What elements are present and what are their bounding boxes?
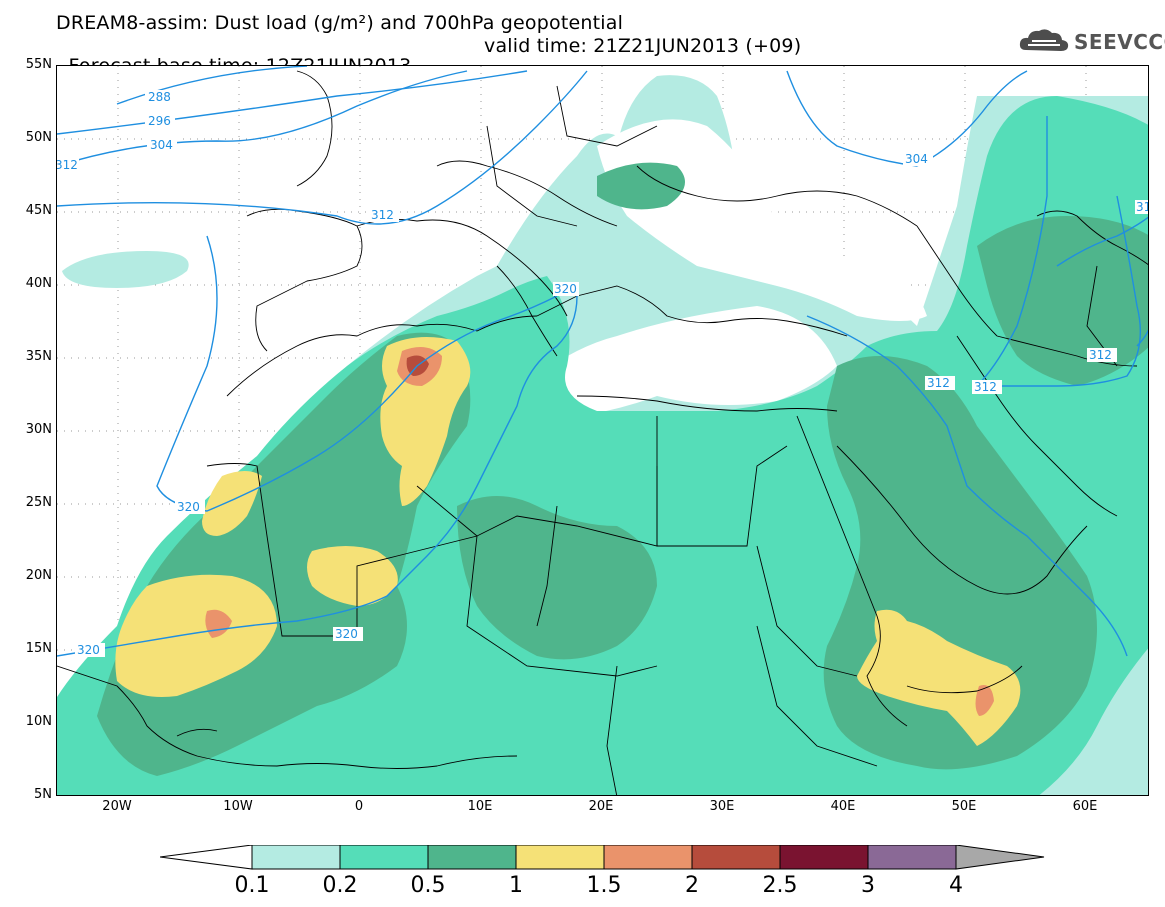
lat-label-40n: 40N <box>25 276 52 291</box>
colorbar-lower-arrow <box>159 844 253 870</box>
colorbar-bin-0.5-1 <box>427 844 517 870</box>
colorbar-label-0.2: 0.2 <box>322 873 358 898</box>
colorbar-label-0.1: 0.1 <box>234 873 270 898</box>
contour-label-312: 312 <box>974 380 997 394</box>
lat-label-35n: 35N <box>25 349 52 364</box>
lat-label-5n: 5N <box>34 787 52 802</box>
colorbar-label-3: 3 <box>861 873 875 898</box>
contour-label-304: 304 <box>150 138 173 152</box>
lat-label-25n: 25N <box>25 495 52 510</box>
colorbar-bin-2.5-3 <box>779 844 869 870</box>
lat-label-20n: 20N <box>25 568 52 583</box>
colorbar-bin-1-1.5 <box>515 844 605 870</box>
lon-label-50e: 50E <box>951 799 977 814</box>
lat-label-30n: 30N <box>25 422 52 437</box>
colorbar-label-0.5: 0.5 <box>410 873 446 898</box>
contour-label-320: 320 <box>335 627 358 641</box>
contour-label-320: 320 <box>77 643 100 657</box>
logo-text: SEEVCCC <box>1074 30 1165 54</box>
lon-label-30e: 30E <box>709 799 735 814</box>
colorbar-bin-0.1-0.2 <box>251 844 341 870</box>
lat-label-50n: 50N <box>25 130 52 145</box>
lat-label-45n: 45N <box>25 203 52 218</box>
colorbar-bin-3-4 <box>867 844 957 870</box>
cloud-icon <box>1019 29 1069 51</box>
colorbar-label-1: 1 <box>509 873 523 898</box>
lon-label-10e: 10E <box>467 799 493 814</box>
contour-label-296: 296 <box>148 114 171 128</box>
lon-label-60e: 60E <box>1072 799 1098 814</box>
contour-label-312: 312 <box>57 158 78 172</box>
map-title: DREAM8-assim: Dust load (g/m²) and 700hP… <box>56 12 624 34</box>
contour-label-312: 312 <box>1089 348 1112 362</box>
colorbar-bin-0.2-0.5 <box>339 844 429 870</box>
colorbar-bin-1.5-2 <box>603 844 693 870</box>
colorbar-label-1.5: 1.5 <box>586 873 622 898</box>
lat-label-15n: 15N <box>25 641 52 656</box>
colorbar-label-4: 4 <box>949 873 963 898</box>
lat-label-55n: 55N <box>25 57 52 72</box>
colorbar-label-2.5: 2.5 <box>762 873 798 898</box>
contour-label-31: 31 <box>1136 200 1149 214</box>
lon-label-20e: 20E <box>588 799 614 814</box>
contour-label-320: 320 <box>177 500 200 514</box>
contour-label-312: 312 <box>927 376 950 390</box>
contour-label-288: 288 <box>148 90 171 104</box>
dust-load-map: 288 296 304 312 312 320 320 320 320 304 … <box>56 65 1149 796</box>
lon-label-0: 0 <box>354 799 364 814</box>
contour-labels: 288 296 304 312 312 320 320 320 320 304 … <box>57 90 1149 657</box>
coastlines <box>57 70 1148 795</box>
lon-label-40e: 40E <box>830 799 856 814</box>
seevccc-logo: SEEVCCC <box>1018 26 1165 56</box>
contour-label-320: 320 <box>554 282 577 296</box>
colorbar-bin-2-2.5 <box>691 844 781 870</box>
lon-label-20w: 20W <box>102 799 132 814</box>
valid-time: valid time: 21Z21JUN2013 (+09) <box>484 35 802 57</box>
lon-label-10w: 10W <box>223 799 253 814</box>
lat-label-10n: 10N <box>25 714 52 729</box>
colorbar-upper-arrow <box>955 844 1045 870</box>
colorbar <box>159 844 1045 873</box>
geopotential-contours <box>57 66 1148 657</box>
contour-label-312: 312 <box>371 208 394 222</box>
contour-label-304: 304 <box>905 152 928 166</box>
colorbar-label-2: 2 <box>685 873 699 898</box>
